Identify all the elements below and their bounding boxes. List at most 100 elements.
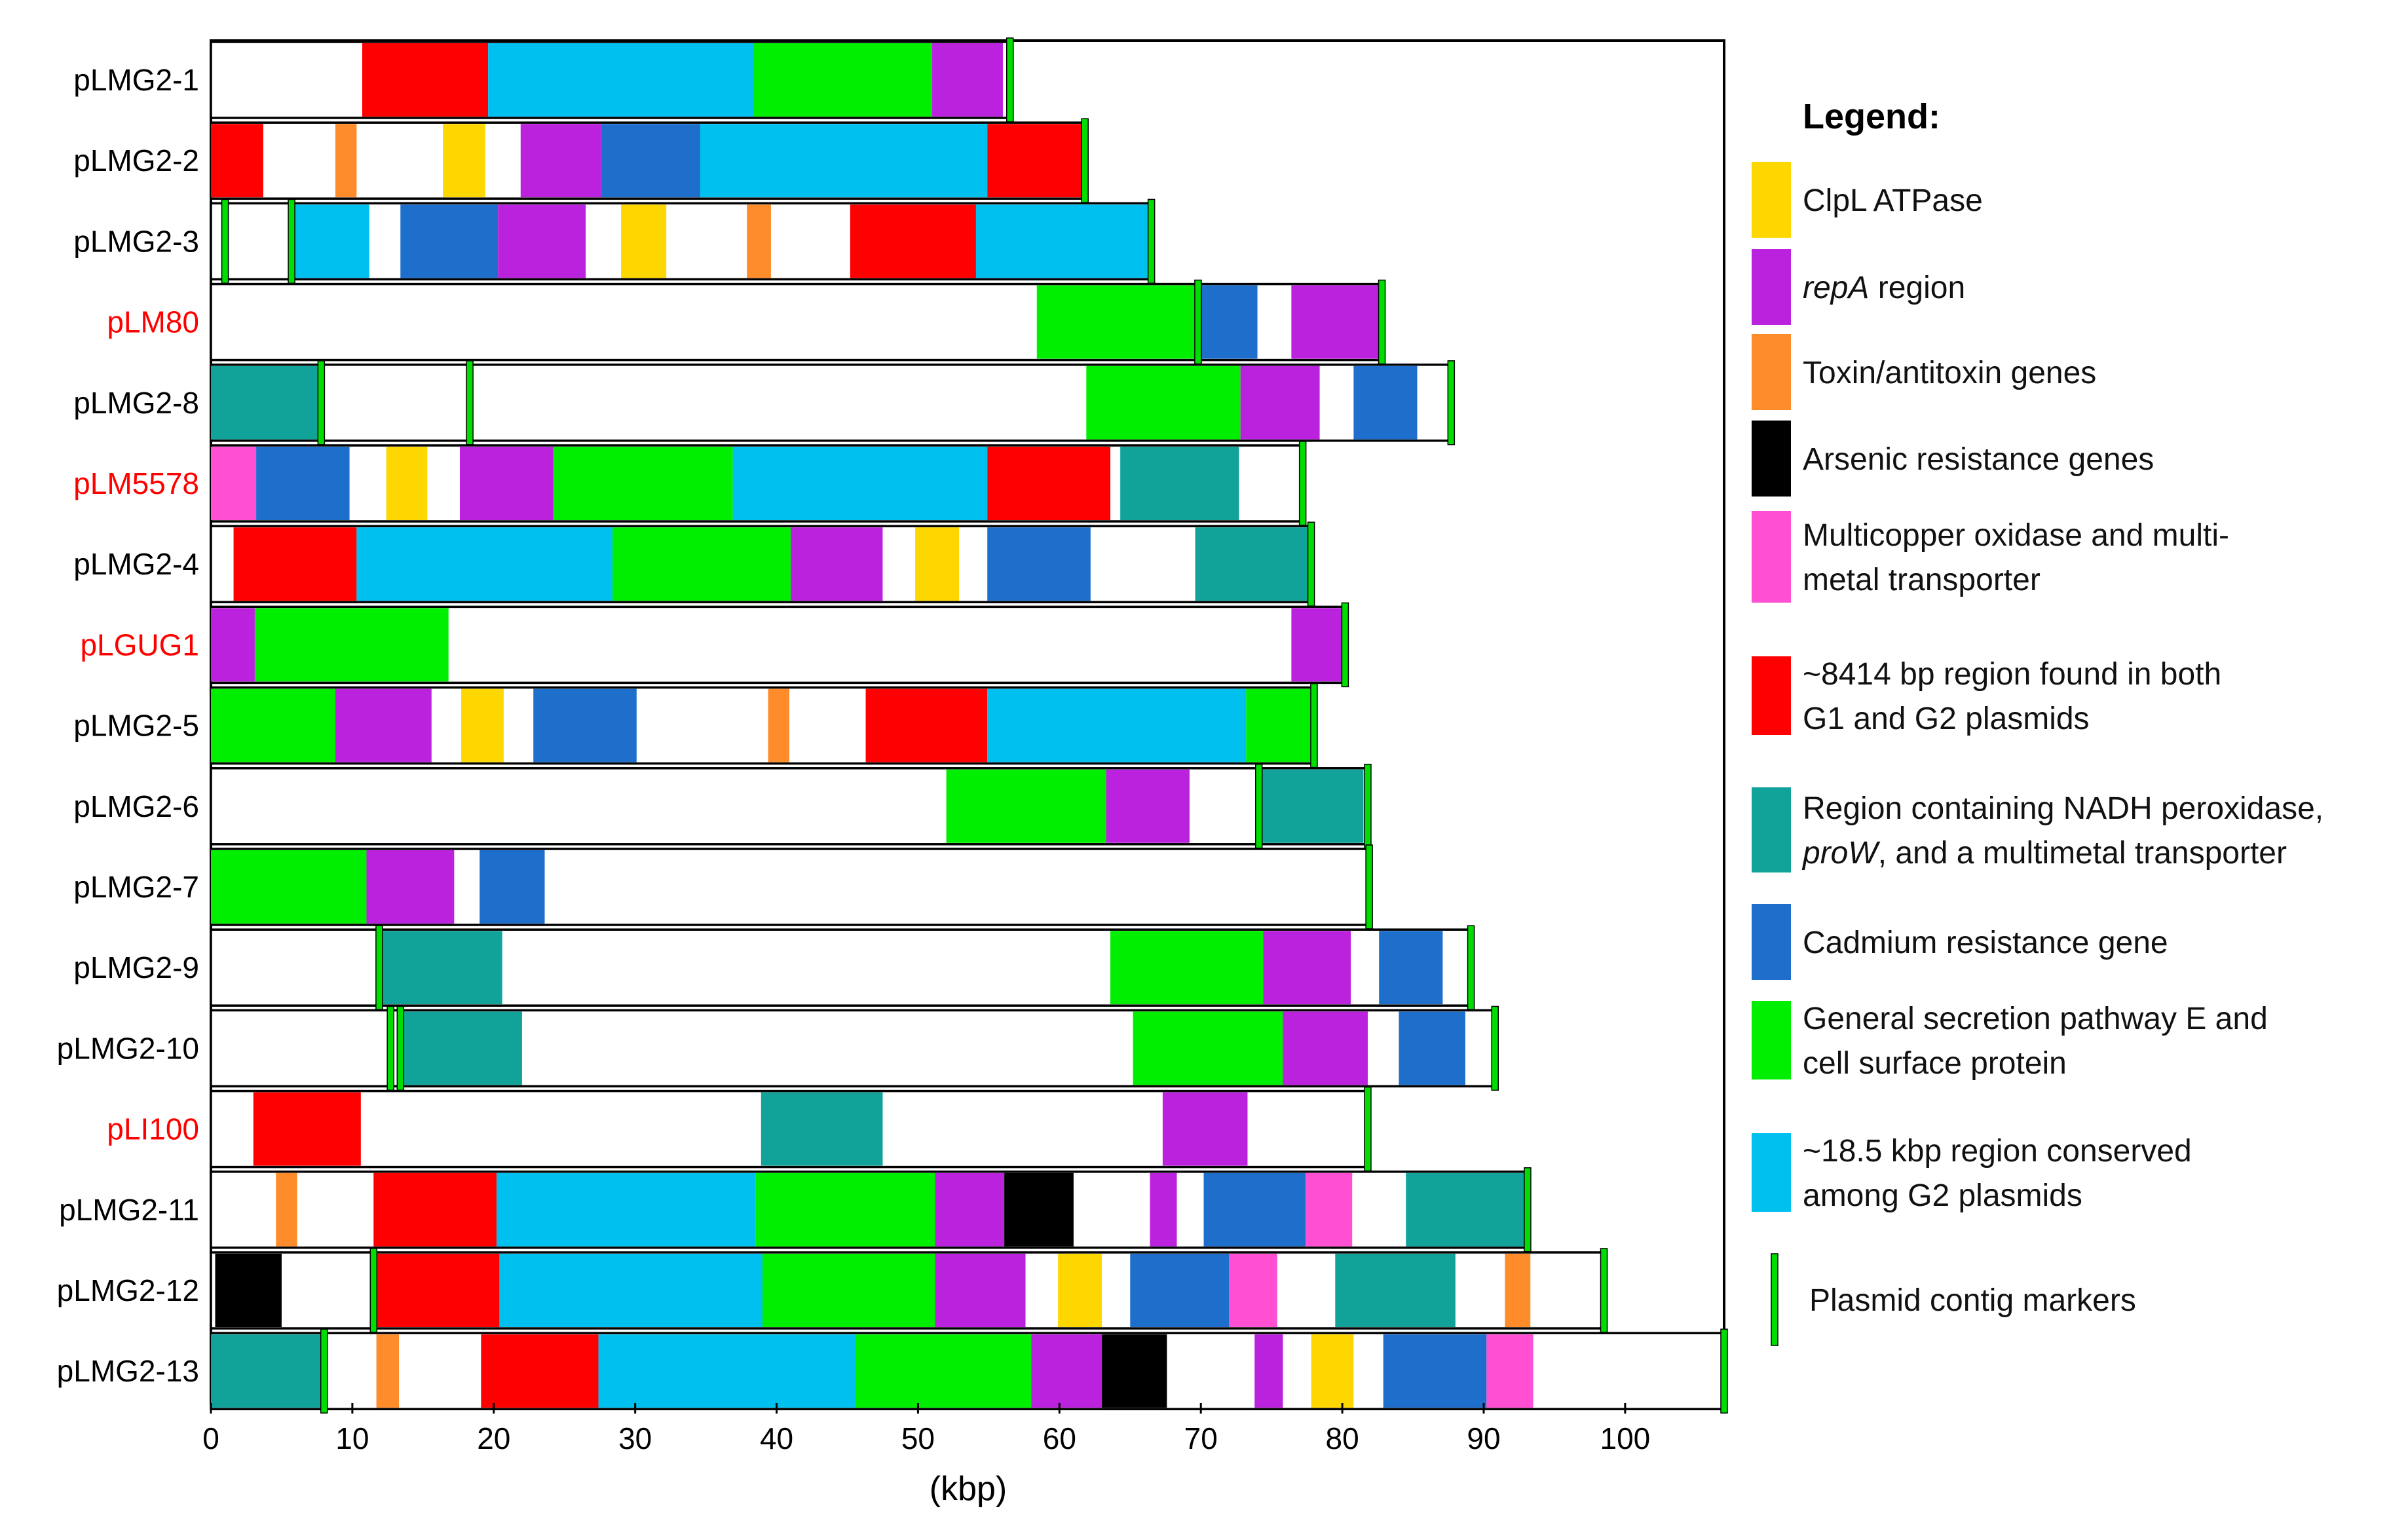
segment-g1g2 — [373, 1172, 497, 1247]
segment-repA — [1291, 608, 1343, 682]
segment-g2cons — [598, 1334, 856, 1408]
contig-marker — [1147, 198, 1156, 284]
plasmid-row: pLGUG1 — [80, 602, 1349, 688]
segment-g1g2 — [211, 124, 263, 198]
segment-gsp — [1110, 931, 1264, 1005]
segment-repA — [1283, 1011, 1368, 1085]
contig-marker — [317, 360, 326, 445]
legend-swatch — [1752, 162, 1791, 238]
contig-marker — [1081, 118, 1089, 203]
legend-label: Plasmid contig markers — [1809, 1283, 2136, 1318]
contig-marker — [375, 925, 383, 1010]
segment-arsenic — [215, 1254, 282, 1327]
segment-toxin — [1505, 1254, 1531, 1327]
x-tick-label: 50 — [901, 1421, 935, 1455]
contig-marker — [1365, 844, 1373, 929]
segment-repA — [932, 43, 1003, 117]
legend-label: metal transporter — [1803, 563, 2041, 597]
segment-cadmium — [987, 527, 1091, 601]
plasmid-label: pLMG2-10 — [57, 1031, 199, 1065]
segment-repA — [1240, 366, 1320, 440]
segment-gsp — [1246, 688, 1314, 762]
segment-cadmium — [601, 124, 700, 198]
legend-label: Cadmium resistance gene — [1803, 926, 2168, 960]
plasmid-label: pLM5578 — [73, 466, 199, 500]
contig-marker — [1447, 360, 1456, 445]
plasmid-label: pLMG2-3 — [73, 224, 199, 258]
plasmid-row: pLMG2-5 — [73, 683, 1318, 768]
segment-repA — [1162, 1092, 1248, 1166]
plasmid-row: pLMG2-11 — [59, 1167, 1532, 1252]
segment-gsp — [755, 1172, 935, 1247]
segment-g1g2 — [850, 204, 976, 278]
segment-gsp — [1086, 366, 1241, 440]
contig-marker — [1307, 521, 1315, 607]
legend-label: repA region — [1803, 271, 1965, 305]
segment-toxin — [276, 1172, 297, 1247]
segment-gsp — [553, 447, 733, 520]
contig-marker — [1254, 764, 1263, 849]
segment-clpL — [915, 527, 960, 601]
segment-g2cons — [975, 204, 1149, 278]
legend-title: Legend: — [1803, 97, 1940, 136]
segment-cadmium — [1399, 1011, 1465, 1085]
segment-nadh — [1195, 527, 1309, 601]
legend-label: G1 and G2 plasmids — [1803, 702, 2090, 736]
segment-cadmium — [1130, 1254, 1230, 1327]
segment-repA — [1263, 931, 1351, 1005]
contig-marker — [320, 1328, 328, 1414]
legend-item-copper: Multicopper oxidase and multi-metal tran… — [1752, 511, 2229, 603]
segment-repA — [1106, 769, 1190, 843]
contig-marker — [1491, 1005, 1499, 1091]
segment-repA — [498, 204, 586, 278]
segment-cadmium — [1379, 931, 1443, 1005]
x-tick-label: 40 — [760, 1421, 793, 1455]
segment-clpL — [461, 688, 504, 762]
legend-label: Toxin/antitoxin genes — [1803, 356, 2096, 390]
segment-repA — [1150, 1172, 1177, 1247]
contig-marker — [1006, 37, 1014, 122]
legend-swatch — [1752, 787, 1791, 872]
segment-toxin — [376, 1334, 400, 1408]
segment-nadh — [1120, 447, 1239, 520]
legend-item-marker: Plasmid contig markers — [1771, 1253, 2136, 1346]
segment-g2cons — [356, 527, 613, 601]
legend-item-cadmium: Cadmium resistance gene — [1752, 904, 2168, 980]
segment-gsp — [762, 1254, 935, 1327]
contig-marker — [1194, 279, 1202, 365]
segment-g1g2 — [481, 1334, 599, 1408]
segment-cadmium — [1197, 285, 1258, 359]
plasmid-label: pLMG2-9 — [73, 950, 199, 985]
segment-g2cons — [488, 43, 755, 117]
plasmid-label: pLMG2-1 — [73, 63, 199, 97]
legend-item-nadh: Region containing NADH peroxidase, proW, … — [1752, 787, 2323, 872]
segment-cadmium — [1383, 1334, 1487, 1408]
plasmid-label: pLMG2-4 — [73, 547, 199, 581]
segment-gsp — [1036, 285, 1198, 359]
legend-item-repA: repA region — [1752, 249, 1965, 325]
contig-marker — [1720, 1328, 1728, 1414]
legend-swatch — [1752, 511, 1791, 603]
segment-nadh — [1258, 769, 1364, 843]
x-tick-label: 10 — [335, 1421, 369, 1455]
plasmid-row: pLI100 — [107, 1086, 1372, 1172]
contig-marker — [396, 1005, 405, 1091]
legend-swatch — [1752, 656, 1791, 735]
segment-gsp — [211, 688, 335, 762]
segment-repA — [791, 527, 883, 601]
segment-repA — [935, 1172, 1005, 1247]
segment-repA — [335, 688, 432, 762]
segment-g2cons — [499, 1254, 762, 1327]
segment-gsp — [754, 43, 933, 117]
legend-label: cell surface protein — [1803, 1046, 2067, 1081]
legend-item-g1g2: ~8414 bp region found in both G1 and G2 p… — [1752, 656, 2221, 736]
segment-clpL — [443, 124, 485, 198]
segment-repA — [366, 850, 455, 924]
legend-marker-swatch — [1771, 1253, 1778, 1346]
segment-repA — [211, 608, 255, 682]
segment-g1g2 — [987, 124, 1082, 198]
plasmid-row: pLM5578 — [73, 441, 1307, 526]
segment-gsp — [254, 608, 449, 682]
segment-repA — [459, 447, 554, 520]
